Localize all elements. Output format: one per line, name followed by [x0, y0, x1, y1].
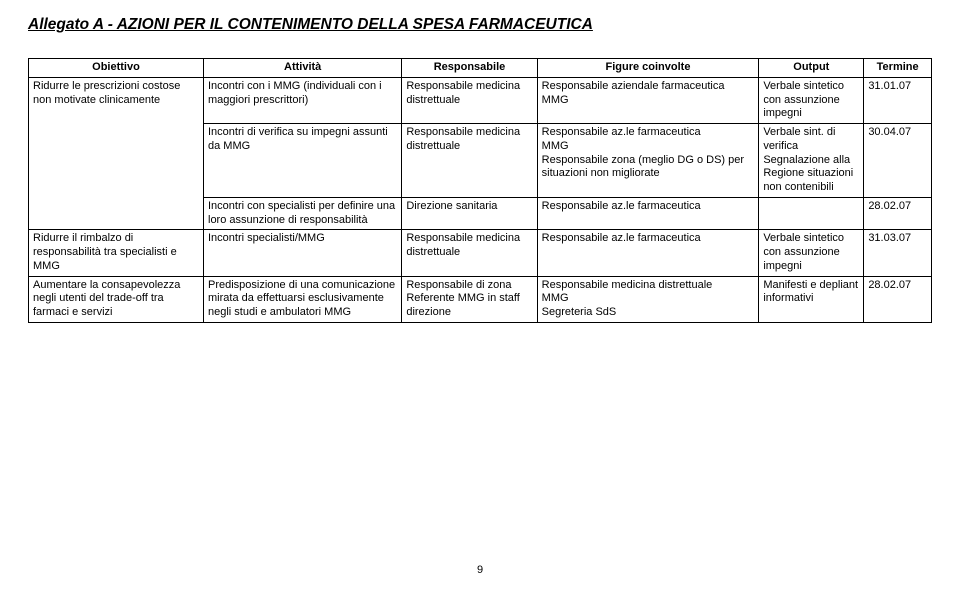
cell-responsabile: Responsabile medicina distrettuale [402, 77, 537, 123]
cell-output [759, 197, 864, 230]
col-header-attivita: Attività [204, 59, 402, 78]
cell-obiettivo: Ridurre le prescrizioni costose non moti… [29, 77, 204, 230]
cell-responsabile: Responsabile medicina distrettuale [402, 230, 537, 276]
cell-attivita: Incontri specialisti/MMG [204, 230, 402, 276]
table-row: Ridurre le prescrizioni costose non moti… [29, 77, 932, 123]
col-header-output: Output [759, 59, 864, 78]
table-header-row: Obiettivo Attività Responsabile Figure c… [29, 59, 932, 78]
cell-termine: 28.02.07 [864, 197, 932, 230]
cell-termine: 30.04.07 [864, 124, 932, 198]
cell-attivita: Predisposizione di una comunicazione mir… [204, 276, 402, 322]
cell-termine: 28.02.07 [864, 276, 932, 322]
table-row: Aumentare la consapevolezza negli utenti… [29, 276, 932, 322]
cell-figure: Responsabile az.le farmaceuticaMMGRespon… [537, 124, 759, 198]
cell-figure: Responsabile aziendale farmaceuticaMMG [537, 77, 759, 123]
col-header-figure: Figure coinvolte [537, 59, 759, 78]
cell-responsabile: Responsabile di zonaReferente MMG in sta… [402, 276, 537, 322]
cell-attivita: Incontri con specialisti per definire un… [204, 197, 402, 230]
cell-attivita: Incontri di verifica su impegni assunti … [204, 124, 402, 198]
actions-table: Obiettivo Attività Responsabile Figure c… [28, 58, 932, 323]
cell-responsabile: Direzione sanitaria [402, 197, 537, 230]
cell-output: Verbale sintetico con assunzione impegni [759, 77, 864, 123]
cell-figure: Responsabile az.le farmaceutica [537, 230, 759, 276]
cell-termine: 31.03.07 [864, 230, 932, 276]
page-number: 9 [0, 564, 960, 576]
page-title: Allegato A - AZIONI PER IL CONTENIMENTO … [28, 16, 932, 34]
cell-obiettivo: Aumentare la consapevolezza negli utenti… [29, 276, 204, 322]
cell-output: Verbale sint. di verifica Segnalazione a… [759, 124, 864, 198]
cell-obiettivo: Ridurre il rimbalzo di responsabilità tr… [29, 230, 204, 276]
table-row: Ridurre il rimbalzo di responsabilità tr… [29, 230, 932, 276]
col-header-termine: Termine [864, 59, 932, 78]
cell-figure: Responsabile az.le farmaceutica [537, 197, 759, 230]
cell-output: Manifesti e depliant informativi [759, 276, 864, 322]
cell-responsabile: Responsabile medicina distrettuale [402, 124, 537, 198]
cell-attivita: Incontri con i MMG (individuali con i ma… [204, 77, 402, 123]
col-header-obiettivo: Obiettivo [29, 59, 204, 78]
cell-output: Verbale sintetico con assunzione impegni [759, 230, 864, 276]
cell-termine: 31.01.07 [864, 77, 932, 123]
col-header-responsabile: Responsabile [402, 59, 537, 78]
cell-figure: Responsabile medicina distrettualeMMGSeg… [537, 276, 759, 322]
